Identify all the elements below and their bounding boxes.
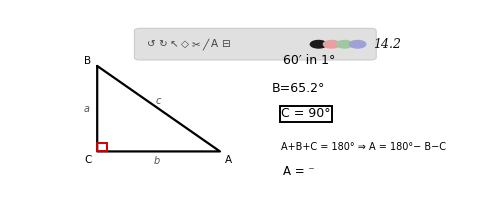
- Text: A+B+C = 180° ⇒ A = 180°− B−C: A+B+C = 180° ⇒ A = 180°− B−C: [281, 142, 446, 152]
- Text: c: c: [156, 96, 161, 106]
- Text: a: a: [84, 104, 90, 114]
- Text: ◇: ◇: [180, 39, 189, 49]
- Text: A: A: [211, 39, 218, 49]
- Circle shape: [349, 40, 366, 48]
- Bar: [97, 143, 107, 151]
- Text: ↺: ↺: [147, 39, 156, 49]
- Text: B=65.2°: B=65.2°: [272, 82, 325, 95]
- Text: ↻: ↻: [158, 39, 167, 49]
- Text: ✂: ✂: [192, 39, 200, 49]
- Text: ⊟: ⊟: [221, 39, 230, 49]
- Text: ╱: ╱: [202, 38, 208, 50]
- Text: A: A: [225, 155, 232, 165]
- Text: C: C: [84, 155, 92, 165]
- FancyBboxPatch shape: [134, 28, 376, 60]
- Text: 60′ in 1°: 60′ in 1°: [283, 54, 336, 67]
- Circle shape: [311, 40, 327, 48]
- Text: b: b: [154, 156, 160, 166]
- Text: 14.2: 14.2: [373, 38, 401, 51]
- Text: C = 90°: C = 90°: [281, 107, 331, 120]
- Circle shape: [324, 40, 340, 48]
- Text: ↖: ↖: [169, 39, 178, 49]
- Text: A = ⁻: A = ⁻: [283, 165, 315, 178]
- Text: B: B: [84, 56, 92, 66]
- Circle shape: [336, 40, 353, 48]
